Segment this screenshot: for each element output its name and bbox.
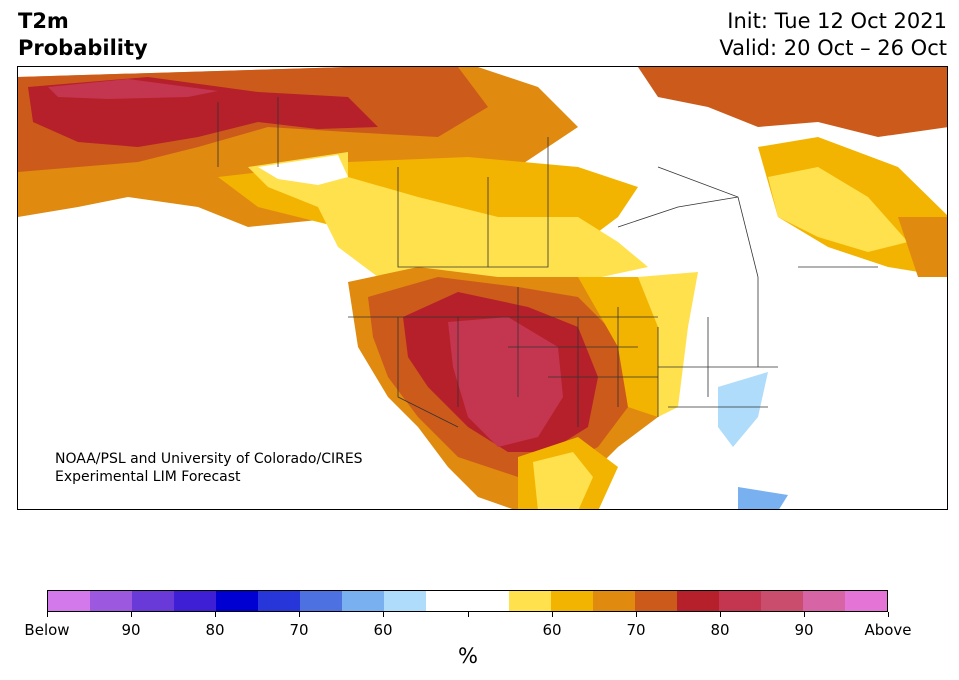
colorbar-segment — [677, 591, 720, 611]
colorbar-segment — [635, 591, 678, 611]
colorbar-tick — [888, 612, 889, 617]
credit-line-2: Experimental LIM Forecast — [55, 469, 241, 485]
colorbar-segment — [803, 591, 846, 611]
colorbar-tick-label: 60 — [542, 621, 562, 639]
colorbar-tick — [299, 612, 300, 617]
colorbar-segment — [131, 591, 174, 611]
map-title: T2m Probability — [18, 8, 148, 62]
colorbar-tick-label: 60 — [373, 621, 393, 639]
colorbar-segment — [89, 591, 132, 611]
colorbar-tick — [131, 612, 132, 617]
colorbar-tick-label: 80 — [710, 621, 730, 639]
colorbar-segment — [509, 591, 552, 611]
region-mexico-light — [533, 452, 593, 509]
region-east-canada-light — [768, 167, 908, 252]
probability-colorbar — [47, 590, 888, 612]
data-credit: NOAA/PSL and University of Colorado/CIRE… — [55, 450, 363, 486]
colorbar-segment — [845, 591, 888, 611]
colorbar-tick — [215, 612, 216, 617]
colorbar-segment — [425, 591, 468, 611]
colorbar-tick-label: 90 — [121, 621, 141, 639]
colorbar-tick — [720, 612, 721, 617]
region-southeast-blue — [718, 372, 768, 447]
colorbar-segment — [173, 591, 216, 611]
region-southwest-crimson — [448, 317, 563, 447]
init-date: Init: Tue 12 Oct 2021 — [727, 9, 947, 33]
region-caribbean-blue — [738, 487, 788, 509]
colorbar-segment — [341, 591, 384, 611]
colorbar-tick-label: Below — [24, 621, 70, 639]
colorbar-tick — [804, 612, 805, 617]
colorbar-segment — [551, 591, 594, 611]
colorbar-unit-label: % — [458, 644, 478, 668]
colorbar-tick-label: Above — [864, 621, 912, 639]
region-canada-white — [258, 155, 348, 185]
colorbar-tick-label: 70 — [289, 621, 309, 639]
colorbar-segment — [593, 591, 636, 611]
colorbar-tick-label: 90 — [794, 621, 814, 639]
region-east-canada-orange — [898, 217, 947, 277]
political-boundaries — [217, 97, 878, 428]
region-alaska-crimson — [48, 79, 218, 99]
colorbar-tick — [552, 612, 553, 617]
colorbar-tick — [636, 612, 637, 617]
forecast-dates: Init: Tue 12 Oct 2021 Valid: 20 Oct – 26… — [719, 8, 947, 62]
title-line-2: Probability — [18, 36, 148, 60]
colorbar-segment — [299, 591, 342, 611]
colorbar-tick-label: 70 — [626, 621, 646, 639]
colorbar-segment — [719, 591, 762, 611]
credit-line-1: NOAA/PSL and University of Colorado/CIRE… — [55, 451, 363, 467]
colorbar-segment — [761, 591, 804, 611]
title-line-1: T2m — [18, 9, 69, 33]
colorbar-segment — [383, 591, 426, 611]
colorbar-segment — [257, 591, 300, 611]
map-canvas — [18, 67, 947, 509]
colorbar-tick — [47, 612, 48, 617]
colorbar-segment — [215, 591, 258, 611]
region-arctic-dark-orange — [638, 67, 947, 137]
region-plains-light — [638, 272, 698, 417]
valid-range: Valid: 20 Oct – 26 Oct — [719, 36, 947, 60]
colorbar-tick — [468, 612, 469, 617]
colorbar-segment — [467, 591, 510, 611]
colorbar-tick — [383, 612, 384, 617]
probability-map — [17, 66, 948, 510]
colorbar-segment — [48, 591, 90, 611]
colorbar-tick-label: 80 — [205, 621, 225, 639]
